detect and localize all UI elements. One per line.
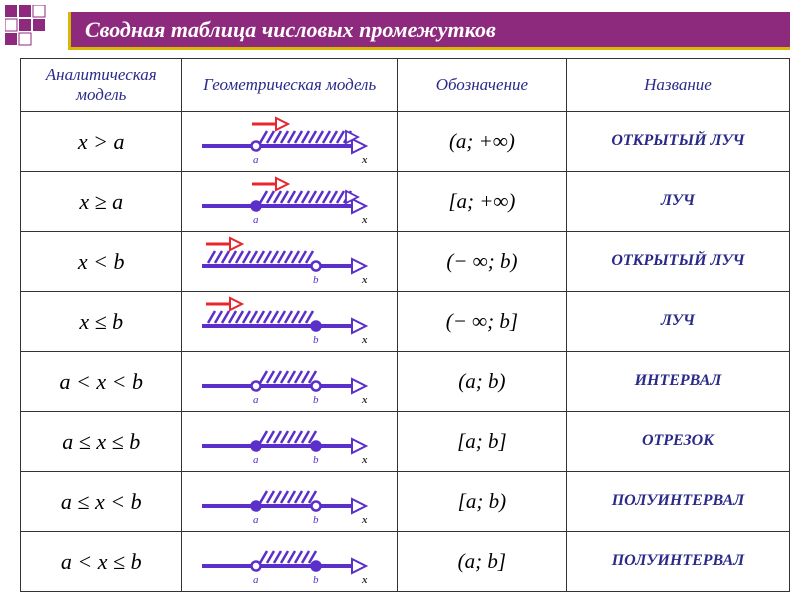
number-line-diagram: x a	[184, 176, 394, 228]
svg-text:a: a	[253, 154, 259, 166]
interval-name: ОТРЕЗОК	[566, 412, 789, 472]
number-line-diagram: xab	[184, 356, 394, 408]
svg-text:a: a	[253, 514, 259, 526]
header-notation: Обозначение	[397, 59, 566, 112]
table-row: x ≤ bx b(− ∞; b]ЛУЧ	[21, 292, 790, 352]
svg-text:x: x	[361, 574, 368, 586]
svg-text:x: x	[361, 274, 368, 286]
header-analytical: Аналитическая модель	[21, 59, 182, 112]
svg-text:a: a	[253, 214, 259, 226]
svg-text:x: x	[361, 154, 368, 166]
interval-notation: (a; +∞)	[397, 112, 566, 172]
analytical-model: x ≤ b	[21, 292, 182, 352]
number-line-diagram: x b	[184, 236, 394, 288]
analytical-model: a ≤ x < b	[21, 472, 182, 532]
interval-name: ЛУЧ	[566, 292, 789, 352]
interval-name: ЛУЧ	[566, 172, 789, 232]
page-title: Сводная таблица числовых промежутков	[68, 12, 790, 50]
geometric-model: x b	[182, 232, 397, 292]
geometric-model: xab	[182, 472, 397, 532]
geometric-model: xab	[182, 352, 397, 412]
header-geometric: Геометрическая модель	[182, 59, 397, 112]
svg-text:b: b	[313, 334, 319, 346]
number-line-diagram: x a	[184, 116, 394, 168]
svg-text:a: a	[253, 394, 259, 406]
interval-notation: [a; b)	[397, 472, 566, 532]
interval-notation: (− ∞; b]	[397, 292, 566, 352]
svg-text:b: b	[313, 274, 319, 286]
table-row: x > ax a(a; +∞)ОТКРЫТЫЙ ЛУЧ	[21, 112, 790, 172]
analytical-model: a < x ≤ b	[21, 532, 182, 592]
geometric-model: xab	[182, 532, 397, 592]
analytical-model: x ≥ a	[21, 172, 182, 232]
svg-text:x: x	[361, 334, 368, 346]
number-line-diagram: xab	[184, 476, 394, 528]
svg-text:a: a	[253, 574, 259, 586]
svg-text:b: b	[313, 454, 319, 466]
svg-text:b: b	[313, 394, 319, 406]
geometric-model: x a	[182, 112, 397, 172]
table-header-row: Аналитическая модель Геометрическая моде…	[21, 59, 790, 112]
interval-notation: (− ∞; b)	[397, 232, 566, 292]
geometric-model: x a	[182, 172, 397, 232]
number-line-diagram: x b	[184, 296, 394, 348]
table-row: a ≤ x < b x a b [a; b)ПОЛУИНТЕРВАЛ	[21, 472, 790, 532]
geometric-model: xab	[182, 412, 397, 472]
interval-name: ОТКРЫТЫЙ ЛУЧ	[566, 112, 789, 172]
analytical-model: a ≤ x ≤ b	[21, 412, 182, 472]
svg-text:x: x	[361, 454, 368, 466]
geometric-model: x b	[182, 292, 397, 352]
interval-name: ПОЛУИНТЕРВАЛ	[566, 472, 789, 532]
interval-notation: (a; b]	[397, 532, 566, 592]
intervals-table: Аналитическая модель Геометрическая моде…	[20, 58, 790, 592]
svg-text:x: x	[361, 394, 368, 406]
interval-name: ОТКРЫТЫЙ ЛУЧ	[566, 232, 789, 292]
svg-text:a: a	[253, 454, 259, 466]
interval-name: ПОЛУИНТЕРВАЛ	[566, 532, 789, 592]
interval-name: ИНТЕРВАЛ	[566, 352, 789, 412]
decoration-icon	[5, 5, 60, 60]
table-row: a ≤ x ≤ b x a b [a; b]ОТРЕЗОК	[21, 412, 790, 472]
table-row: a < x ≤ b x a b (a; b]ПОЛУИНТЕРВАЛ	[21, 532, 790, 592]
header-name: Название	[566, 59, 789, 112]
analytical-model: x < b	[21, 232, 182, 292]
interval-notation: [a; b]	[397, 412, 566, 472]
svg-text:b: b	[313, 514, 319, 526]
table-row: a < x < b x a b (a; b)ИНТЕРВАЛ	[21, 352, 790, 412]
interval-notation: [a; +∞)	[397, 172, 566, 232]
interval-notation: (a; b)	[397, 352, 566, 412]
number-line-diagram: xab	[184, 536, 394, 588]
svg-text:b: b	[313, 574, 319, 586]
analytical-model: a < x < b	[21, 352, 182, 412]
svg-text:x: x	[361, 514, 368, 526]
number-line-diagram: xab	[184, 416, 394, 468]
table-row: x < bx b(− ∞; b)ОТКРЫТЫЙ ЛУЧ	[21, 232, 790, 292]
svg-text:x: x	[361, 214, 368, 226]
analytical-model: x > a	[21, 112, 182, 172]
table-row: x ≥ ax a[a; +∞)ЛУЧ	[21, 172, 790, 232]
